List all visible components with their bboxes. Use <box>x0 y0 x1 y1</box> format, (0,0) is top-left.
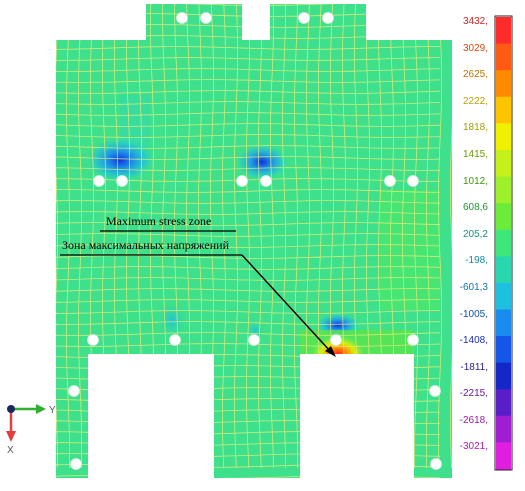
bolt-hole <box>260 175 272 187</box>
color-scale-label: -2215, <box>459 388 488 400</box>
color-scale-swatch <box>496 149 511 178</box>
color-scale-label: -198, <box>465 255 488 267</box>
bolt-hole <box>236 175 248 187</box>
color-scale-swatch <box>496 17 511 45</box>
color-scale-swatch <box>496 336 511 364</box>
bolt-hole <box>68 385 80 397</box>
color-scale-bar <box>494 15 513 471</box>
bolt-hole <box>248 334 260 346</box>
color-scale-swatch <box>496 415 511 443</box>
bolt-hole <box>93 175 105 187</box>
bolt-hole <box>176 12 188 24</box>
finite-element-mesh <box>56 4 452 478</box>
color-scale-swatch <box>496 442 511 470</box>
color-scale-label: 2625, <box>462 69 488 81</box>
color-scale-label: -3021, <box>459 441 488 453</box>
color-scale-label: -2618, <box>459 414 488 426</box>
bolt-hole <box>200 12 212 24</box>
annotation-label-ru: Зона максимальных напряжений <box>62 238 230 252</box>
x-axis-arrow <box>6 431 16 442</box>
stress-zone-low-1 <box>86 138 154 182</box>
color-scale-swatch <box>496 123 511 151</box>
x-axis-label: X <box>7 445 14 456</box>
axis-triad: Y X <box>6 404 56 456</box>
color-scale-label: -601,3 <box>459 281 488 293</box>
color-scale-label: 3029, <box>462 42 488 54</box>
bolt-hole <box>407 175 419 187</box>
color-scale-swatch <box>496 309 511 337</box>
stress-zone-low-3 <box>154 298 190 342</box>
color-scale-label: 2222, <box>462 95 488 107</box>
stress-zone-high <box>298 364 362 436</box>
bolt-hole <box>322 12 334 24</box>
bolt-hole <box>298 12 310 24</box>
color-scale-swatch <box>496 256 511 284</box>
annotation-leader-line <box>241 254 332 353</box>
color-scale-swatch <box>496 43 511 71</box>
holes <box>68 12 442 470</box>
color-scale-swatches <box>496 17 511 470</box>
annotation-arrowhead <box>325 346 336 357</box>
color-scale-swatch <box>496 229 511 257</box>
color-scale-swatch <box>496 203 511 231</box>
color-scale-swatch <box>496 96 511 124</box>
color-scale-label: -1005, <box>459 308 488 320</box>
color-scale-label: 1012, <box>462 175 488 187</box>
annotation <box>60 230 336 357</box>
bolt-hole <box>430 458 442 470</box>
stress-zone-low-2 <box>236 144 288 180</box>
bolt-hole <box>330 334 342 346</box>
color-scale-label: -1408, <box>459 335 488 347</box>
bolt-hole <box>384 175 396 187</box>
color-scale-swatch <box>496 362 511 390</box>
mesh-lines <box>56 4 452 478</box>
color-scale-label: 3432, <box>462 16 488 27</box>
bolt-hole <box>407 334 419 346</box>
color-scale-label: 1818, <box>462 122 488 134</box>
y-axis-label: Y <box>49 405 56 416</box>
color-scale-swatch <box>496 282 511 310</box>
color-scale-label: 205,2 <box>462 228 488 240</box>
y-axis-arrow <box>36 404 46 414</box>
annotation-label-en: Maximum stress zone <box>106 214 212 228</box>
bolt-hole <box>116 175 128 187</box>
color-scale-swatch <box>496 70 511 98</box>
axis-origin <box>7 405 15 413</box>
color-scale-swatch <box>496 389 511 417</box>
bolt-hole <box>70 458 82 470</box>
color-scale-label: 608,6 <box>462 202 488 214</box>
color-scale-swatch <box>496 176 511 204</box>
color-scale-label: -1811, <box>460 361 488 373</box>
bolt-hole <box>87 334 99 346</box>
bolt-hole <box>169 334 181 346</box>
color-scale-label: 1415, <box>462 148 488 160</box>
bolt-hole <box>429 385 441 397</box>
